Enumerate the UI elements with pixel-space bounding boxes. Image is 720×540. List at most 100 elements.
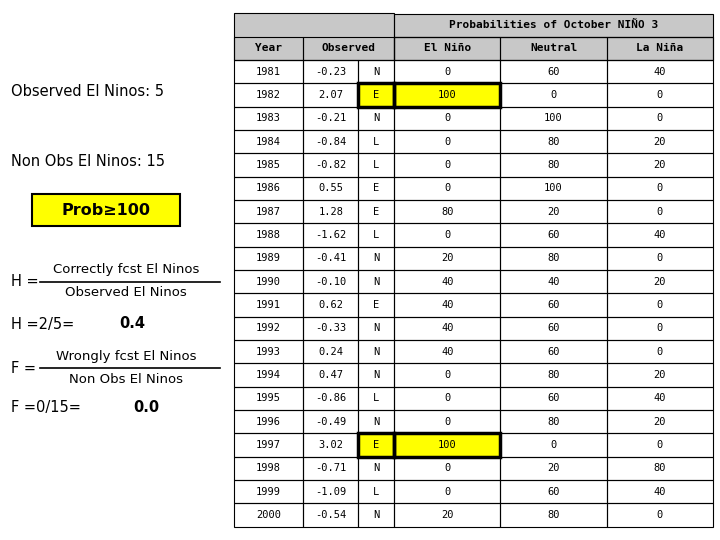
Text: 100: 100	[544, 184, 563, 193]
Text: Wrongly fcst El Ninos: Wrongly fcst El Ninos	[55, 350, 197, 363]
Text: 1.28: 1.28	[318, 207, 343, 217]
Text: N: N	[373, 67, 379, 77]
Bar	[303, 153, 359, 177]
Bar	[607, 130, 713, 153]
Text: 1993: 1993	[256, 347, 282, 356]
Bar	[607, 293, 713, 316]
Bar	[395, 37, 500, 60]
Bar	[607, 247, 713, 270]
Text: -0.86: -0.86	[315, 393, 346, 403]
Text: -0.23: -0.23	[315, 67, 346, 77]
Bar	[607, 480, 713, 503]
Bar	[234, 340, 303, 363]
Text: 0: 0	[657, 90, 663, 100]
Bar	[500, 410, 607, 433]
Text: 1995: 1995	[256, 393, 282, 403]
Text: 0: 0	[444, 416, 451, 427]
Bar	[395, 293, 500, 316]
Bar	[607, 433, 713, 456]
Text: 0: 0	[657, 207, 663, 217]
Bar	[500, 387, 607, 410]
Bar	[359, 316, 395, 340]
Bar	[234, 224, 303, 247]
Bar	[359, 130, 395, 153]
Bar	[234, 247, 303, 270]
Text: Observed: Observed	[322, 44, 376, 53]
Text: E: E	[373, 184, 379, 193]
Text: Probabilities of October NIÑO 3: Probabilities of October NIÑO 3	[449, 20, 658, 30]
Text: 0: 0	[444, 184, 451, 193]
Text: 0: 0	[657, 113, 663, 124]
Bar	[607, 60, 713, 84]
Bar	[500, 456, 607, 480]
Text: N: N	[373, 113, 379, 124]
Bar	[395, 153, 500, 177]
Bar	[395, 60, 500, 84]
Text: 20: 20	[654, 416, 666, 427]
Bar	[500, 316, 607, 340]
Bar	[607, 153, 713, 177]
Bar	[234, 153, 303, 177]
Bar	[359, 410, 395, 433]
Bar	[607, 316, 713, 340]
Bar	[303, 293, 359, 316]
Text: Observed El Ninos: 5: Observed El Ninos: 5	[11, 84, 164, 99]
Text: 40: 40	[654, 230, 666, 240]
Bar	[359, 84, 395, 107]
Bar	[395, 340, 500, 363]
Text: 1983: 1983	[256, 113, 282, 124]
Text: 2000: 2000	[256, 510, 282, 520]
Bar	[234, 224, 303, 247]
Bar	[395, 107, 500, 130]
Bar	[500, 340, 607, 363]
Bar	[395, 247, 500, 270]
Text: 80: 80	[547, 137, 559, 147]
Text: 0: 0	[657, 440, 663, 450]
Text: 0: 0	[657, 323, 663, 333]
Bar	[607, 130, 713, 153]
Bar	[234, 200, 303, 224]
Text: 0.0: 0.0	[133, 400, 159, 415]
Bar	[607, 37, 713, 60]
Bar	[359, 503, 395, 526]
Bar	[395, 433, 500, 456]
Bar	[303, 107, 359, 130]
Text: 20: 20	[654, 137, 666, 147]
Bar	[359, 456, 395, 480]
Bar	[359, 130, 395, 153]
Bar	[500, 293, 607, 316]
Bar	[395, 130, 500, 153]
Text: 1981: 1981	[256, 67, 282, 77]
Bar	[607, 363, 713, 387]
Text: -0.54: -0.54	[315, 510, 346, 520]
Text: E: E	[373, 207, 379, 217]
Bar	[607, 387, 713, 410]
Bar	[303, 60, 359, 84]
Text: 2.07: 2.07	[318, 90, 343, 100]
Bar	[303, 456, 359, 480]
Bar	[234, 84, 303, 107]
Text: 80: 80	[441, 207, 454, 217]
Bar	[359, 153, 395, 177]
Text: 0: 0	[444, 230, 451, 240]
Bar	[395, 456, 500, 480]
Bar	[234, 316, 303, 340]
Bar	[303, 433, 359, 456]
Bar	[607, 503, 713, 526]
Bar	[500, 37, 607, 60]
Bar	[359, 363, 395, 387]
Text: 1988: 1988	[256, 230, 282, 240]
Bar	[607, 200, 713, 224]
Text: Year: Year	[255, 44, 282, 53]
Bar	[500, 37, 607, 60]
Bar	[303, 200, 359, 224]
Text: Non Obs El Ninos: 15: Non Obs El Ninos: 15	[11, 154, 165, 170]
Bar	[607, 107, 713, 130]
Text: 40: 40	[654, 393, 666, 403]
Bar	[303, 84, 359, 107]
Bar	[607, 340, 713, 363]
Text: 1998: 1998	[256, 463, 282, 473]
Text: 1982: 1982	[256, 90, 282, 100]
Text: 80: 80	[547, 370, 559, 380]
Bar	[359, 293, 395, 316]
